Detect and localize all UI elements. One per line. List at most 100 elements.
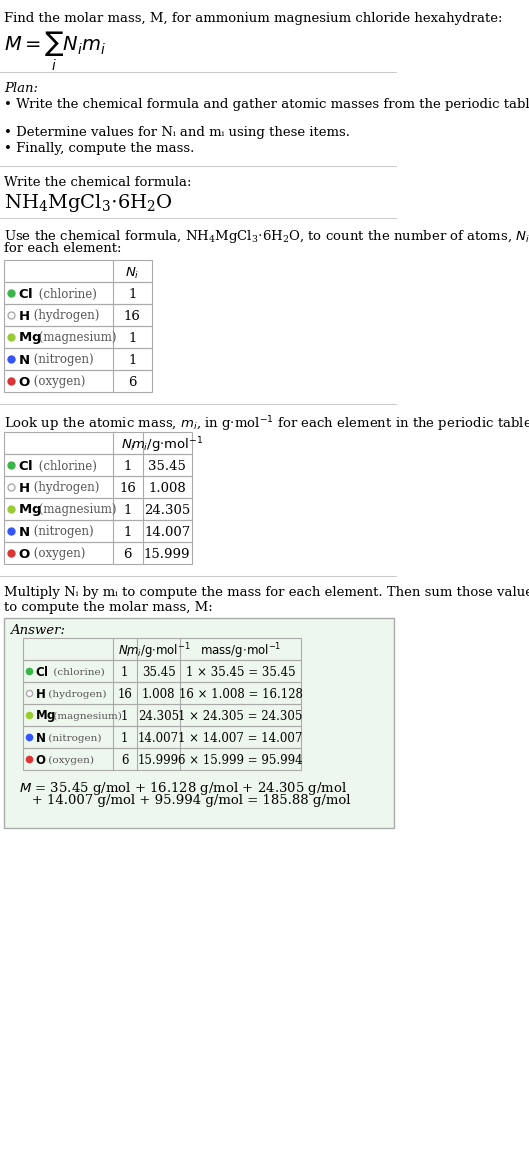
Text: 1: 1: [121, 731, 129, 745]
Text: Plan:: Plan:: [4, 82, 38, 94]
Text: $\mathregular{NH_4MgCl_3{\cdot}6H_2O}$: $\mathregular{NH_4MgCl_3{\cdot}6H_2O}$: [4, 192, 172, 215]
Bar: [4, 282, 152, 304]
Text: $\mathbf{N}$: $\mathbf{N}$: [18, 526, 30, 539]
Text: $\mathbf{O}$: $\mathbf{O}$: [18, 548, 31, 561]
Bar: [4, 431, 191, 454]
Text: (chlorine): (chlorine): [35, 288, 97, 301]
Text: Write the chemical formula:: Write the chemical formula:: [4, 176, 191, 189]
Text: 24.305: 24.305: [144, 504, 190, 517]
Text: 16: 16: [124, 309, 141, 323]
Text: • Write the chemical formula and gather atomic masses from the periodic table.: • Write the chemical formula and gather …: [4, 98, 529, 111]
Text: (chlorine): (chlorine): [50, 667, 104, 676]
Bar: [23, 638, 300, 660]
Text: 35.45: 35.45: [148, 459, 186, 472]
Text: (hydrogen): (hydrogen): [45, 689, 106, 698]
Text: $\mathbf{O}$: $\mathbf{O}$: [18, 375, 31, 388]
Text: (magnesium): (magnesium): [35, 504, 117, 517]
Text: (nitrogen): (nitrogen): [31, 526, 94, 539]
Text: $\mathbf{N}$: $\mathbf{N}$: [18, 353, 30, 366]
Text: 14.007: 14.007: [144, 526, 190, 539]
Text: 1: 1: [124, 504, 132, 517]
Text: (oxygen): (oxygen): [31, 548, 86, 561]
Text: $\mathbf{H}$: $\mathbf{H}$: [18, 482, 30, 494]
Text: $M = \sum_i N_i m_i$: $M = \sum_i N_i m_i$: [4, 30, 106, 73]
Bar: [4, 498, 191, 520]
Text: $\mathbf{N}$: $\mathbf{N}$: [34, 731, 45, 745]
Text: (chlorine): (chlorine): [35, 459, 97, 472]
Bar: [23, 660, 300, 682]
Text: 1 × 24.305 = 24.305: 1 × 24.305 = 24.305: [178, 709, 303, 723]
Text: $\mathbf{Mg}$: $\mathbf{Mg}$: [18, 330, 42, 346]
Text: $m_i$/g$\cdot$mol$^{-1}$: $m_i$/g$\cdot$mol$^{-1}$: [126, 641, 191, 661]
Text: 1 × 35.45 = 35.45: 1 × 35.45 = 35.45: [186, 666, 295, 679]
Text: $N_i$: $N_i$: [118, 644, 131, 659]
Text: 1: 1: [121, 666, 129, 679]
Text: $\mathbf{Mg}$: $\mathbf{Mg}$: [34, 708, 56, 724]
Text: $\mathbf{Cl}$: $\mathbf{Cl}$: [18, 459, 33, 473]
Text: 15.999: 15.999: [138, 753, 179, 766]
Text: 1: 1: [124, 526, 132, 539]
Bar: [4, 304, 152, 326]
Bar: [4, 476, 191, 498]
Bar: [4, 347, 152, 370]
Text: $N_i$: $N_i$: [121, 437, 135, 452]
Text: 1.008: 1.008: [142, 688, 175, 701]
Text: 1 × 14.007 = 14.007: 1 × 14.007 = 14.007: [178, 731, 303, 745]
Text: 6: 6: [128, 375, 136, 388]
Bar: [4, 454, 191, 476]
Text: $\mathbf{Cl}$: $\mathbf{Cl}$: [34, 665, 48, 679]
Bar: [4, 618, 394, 828]
Bar: [4, 520, 191, 542]
Text: $N_i$: $N_i$: [125, 266, 140, 281]
Text: mass/g$\cdot$mol$^{-1}$: mass/g$\cdot$mol$^{-1}$: [200, 641, 281, 661]
Text: $\mathbf{H}$: $\mathbf{H}$: [18, 309, 30, 323]
Text: 1: 1: [128, 353, 136, 366]
Bar: [4, 542, 191, 564]
Bar: [4, 260, 152, 282]
Text: • Determine values for Nᵢ and mᵢ using these items.: • Determine values for Nᵢ and mᵢ using t…: [4, 126, 350, 139]
Text: $\mathbf{H}$: $\mathbf{H}$: [34, 688, 45, 701]
Text: 16 × 1.008 = 16.128: 16 × 1.008 = 16.128: [178, 688, 303, 701]
Bar: [23, 704, 300, 726]
Text: 35.45: 35.45: [142, 666, 176, 679]
Text: 24.305: 24.305: [138, 709, 179, 723]
Text: 16: 16: [117, 688, 132, 701]
Text: $m_i$/g$\cdot$mol$^{-1}$: $m_i$/g$\cdot$mol$^{-1}$: [131, 435, 204, 455]
Text: 14.007: 14.007: [138, 731, 179, 745]
Text: 6: 6: [121, 753, 129, 766]
Text: 1: 1: [121, 709, 129, 723]
Text: $M$ = 35.45 g/mol + 16.128 g/mol + 24.305 g/mol: $M$ = 35.45 g/mol + 16.128 g/mol + 24.30…: [19, 780, 347, 798]
Text: 1: 1: [128, 331, 136, 344]
Text: Look up the atomic mass, $m_i$, in g$\cdot$mol$^{-1}$ for each element in the pe: Look up the atomic mass, $m_i$, in g$\cd…: [4, 414, 529, 434]
Text: 16: 16: [120, 482, 136, 494]
Text: (magnesium): (magnesium): [35, 331, 117, 344]
Text: (hydrogen): (hydrogen): [31, 482, 100, 494]
Text: 1.008: 1.008: [148, 482, 186, 494]
Text: (magnesium): (magnesium): [50, 711, 122, 721]
Text: $\mathbf{O}$: $\mathbf{O}$: [34, 753, 46, 766]
Text: 1: 1: [124, 459, 132, 472]
Text: (nitrogen): (nitrogen): [31, 353, 94, 366]
Text: Multiply Nᵢ by mᵢ to compute the mass for each element. Then sum those values
to: Multiply Nᵢ by mᵢ to compute the mass fo…: [4, 586, 529, 614]
Bar: [4, 370, 152, 392]
Text: (hydrogen): (hydrogen): [31, 309, 100, 323]
Text: 6 × 15.999 = 95.994: 6 × 15.999 = 95.994: [178, 753, 303, 766]
Text: (oxygen): (oxygen): [31, 375, 86, 388]
Text: for each element:: for each element:: [4, 243, 121, 255]
Text: $\mathbf{Mg}$: $\mathbf{Mg}$: [18, 503, 42, 518]
Text: 6: 6: [123, 548, 132, 561]
Text: $\mathbf{Cl}$: $\mathbf{Cl}$: [18, 287, 33, 301]
Bar: [4, 326, 152, 347]
Text: (oxygen): (oxygen): [45, 756, 94, 765]
Text: (nitrogen): (nitrogen): [45, 733, 102, 743]
Bar: [23, 682, 300, 704]
Text: 1: 1: [128, 288, 136, 301]
Text: Find the molar mass, M, for ammonium magnesium chloride hexahydrate:: Find the molar mass, M, for ammonium mag…: [4, 12, 502, 24]
Bar: [23, 726, 300, 749]
Text: Use the chemical formula, $\mathregular{NH_4MgCl_3{\cdot}6H_2O}$, to count the n: Use the chemical formula, $\mathregular{…: [4, 229, 529, 245]
Text: 15.999: 15.999: [144, 548, 190, 561]
Text: + 14.007 g/mol + 95.994 g/mol = 185.88 g/mol: + 14.007 g/mol + 95.994 g/mol = 185.88 g…: [19, 794, 350, 807]
Text: • Finally, compute the mass.: • Finally, compute the mass.: [4, 142, 194, 155]
Text: Answer:: Answer:: [10, 624, 65, 637]
Bar: [23, 749, 300, 770]
